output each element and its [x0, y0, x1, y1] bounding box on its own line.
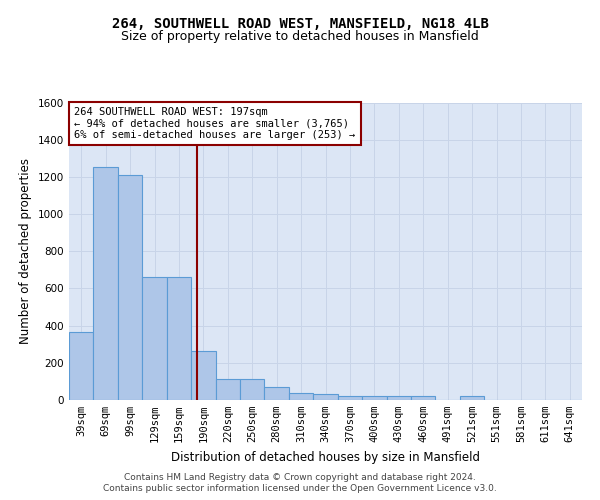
Bar	[69, 332, 94, 400]
Text: 264 SOUTHWELL ROAD WEST: 197sqm
← 94% of detached houses are smaller (3,765)
6% : 264 SOUTHWELL ROAD WEST: 197sqm ← 94% of…	[74, 107, 355, 140]
Bar	[142, 278, 167, 400]
Bar	[94, 166, 118, 400]
Bar	[191, 350, 215, 400]
Text: Contains HM Land Registry data © Crown copyright and database right 2024.: Contains HM Land Registry data © Crown c…	[124, 472, 476, 482]
Bar	[411, 396, 436, 400]
Bar	[167, 278, 191, 400]
Bar	[118, 175, 142, 400]
Text: Contains public sector information licensed under the Open Government Licence v3: Contains public sector information licen…	[103, 484, 497, 493]
Bar	[240, 378, 265, 400]
Bar	[338, 396, 362, 400]
X-axis label: Distribution of detached houses by size in Mansfield: Distribution of detached houses by size …	[171, 450, 480, 464]
Bar	[289, 392, 313, 400]
Bar	[362, 396, 386, 400]
Text: 264, SOUTHWELL ROAD WEST, MANSFIELD, NG18 4LB: 264, SOUTHWELL ROAD WEST, MANSFIELD, NG1…	[112, 18, 488, 32]
Y-axis label: Number of detached properties: Number of detached properties	[19, 158, 32, 344]
Bar	[215, 378, 240, 400]
Bar	[386, 396, 411, 400]
Bar	[265, 387, 289, 400]
Text: Size of property relative to detached houses in Mansfield: Size of property relative to detached ho…	[121, 30, 479, 43]
Bar	[460, 396, 484, 400]
Bar	[313, 394, 338, 400]
